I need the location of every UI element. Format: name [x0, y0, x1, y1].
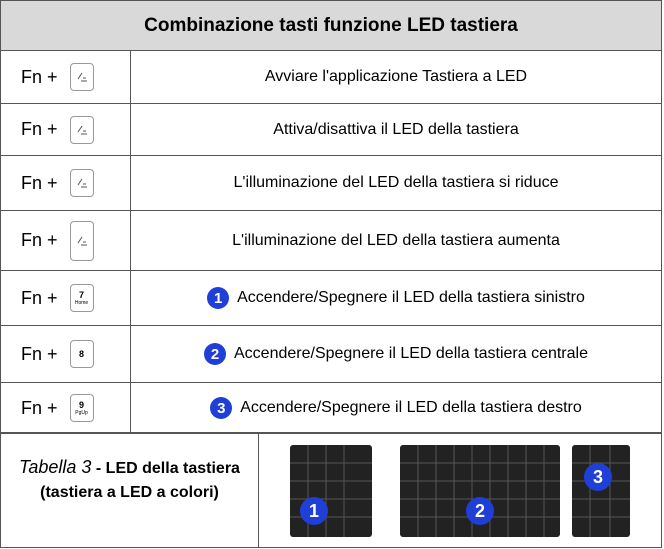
key-icon: 9 PgUp: [69, 394, 94, 422]
figure-label: 2: [475, 501, 485, 521]
fn-label: Fn +: [21, 172, 58, 193]
description-cell: Attiva/disattiva il LED della tastiera: [130, 103, 662, 156]
key-glyph: [77, 72, 87, 82]
keyboard-figure: 1 2 3: [290, 445, 630, 537]
description: L'illuminazione del LED della tastiera a…: [232, 231, 560, 249]
key-icon: [69, 220, 94, 261]
keyboard-block: [572, 445, 630, 537]
fn-cell: Fn +: [0, 210, 131, 271]
keyboard-block: [290, 445, 372, 537]
fn-cell: Fn + 8: [0, 325, 131, 383]
description-cell: 1 Accendere/Spegnere il LED della tastier…: [130, 270, 662, 326]
fn-cell: Fn +: [0, 103, 131, 156]
key-text: 7: [79, 290, 85, 300]
figure-cell: 1 2 3: [258, 432, 662, 548]
description-cell: 2 Accendere/Spegnere il LED della tastier…: [130, 325, 662, 383]
description: Accendere/Spegnere il LED della tastiera…: [240, 399, 582, 416]
description-cell: L'illuminazione del LED della tastiera s…: [130, 155, 662, 211]
fn-label: Fn +: [21, 119, 58, 139]
description: Accendere/Spegnere il LED della tastiera…: [234, 345, 588, 362]
key-glyph: [77, 236, 87, 245]
key-glyph: [77, 178, 87, 188]
description: L'illuminazione del LED della tastiera s…: [233, 174, 559, 191]
caption-text: - LED della tastiera (tastiera a LED a c…: [40, 460, 240, 501]
fn-cell: Fn +: [0, 155, 131, 211]
description-cell: Avviare l'applicazione Tastiera a LED: [130, 50, 662, 104]
key-glyph: [77, 125, 87, 134]
key-icon: [69, 63, 94, 91]
key-text: PgUp: [75, 410, 88, 416]
fn-cell: Fn +: [0, 50, 131, 104]
keyboard-block: [400, 445, 560, 537]
key-text: 9: [79, 400, 85, 410]
fn-label: Fn +: [21, 66, 58, 87]
key-icon: [69, 169, 94, 197]
description: Avviare l'applicazione Tastiera a LED: [264, 68, 528, 85]
table-header: Combinazione tasti funzione LED tastiera: [0, 0, 662, 51]
fn-cell: Fn + 7 Home: [0, 270, 131, 326]
key-icon: 8: [69, 340, 94, 368]
caption-label: Tabella 3: [19, 457, 92, 477]
description: Attiva/disattiva il LED della tastiera: [273, 120, 519, 138]
key-text: 8: [79, 349, 85, 359]
figure-label: 3: [593, 467, 603, 487]
fn-label: Fn +: [21, 397, 58, 418]
description: Accendere/Spegnere il LED della tastiera…: [237, 289, 585, 306]
description-cell: 3 Accendere/Spegnere il LED della tastier…: [130, 382, 662, 434]
badge: 1: [207, 287, 230, 309]
fn-label: Fn +: [21, 343, 58, 364]
fn-label: Fn +: [21, 230, 58, 250]
key-text: Home: [74, 300, 89, 306]
key-icon: 7 Home: [69, 284, 94, 312]
badge: 3: [210, 397, 233, 419]
key-icon: [69, 115, 94, 144]
description-cell: L'illuminazione del LED della tastiera a…: [130, 210, 662, 271]
fn-cell: Fn + 9 PgUp: [0, 382, 131, 434]
badge: 2: [204, 343, 226, 365]
figure-label: 1: [309, 501, 319, 521]
caption-cell: Tabella 3 - LED della tastiera (tastiera…: [0, 432, 259, 548]
fn-label: Fn +: [21, 287, 58, 308]
header-title: Combinazione tasti funzione LED tastiera: [144, 14, 518, 36]
